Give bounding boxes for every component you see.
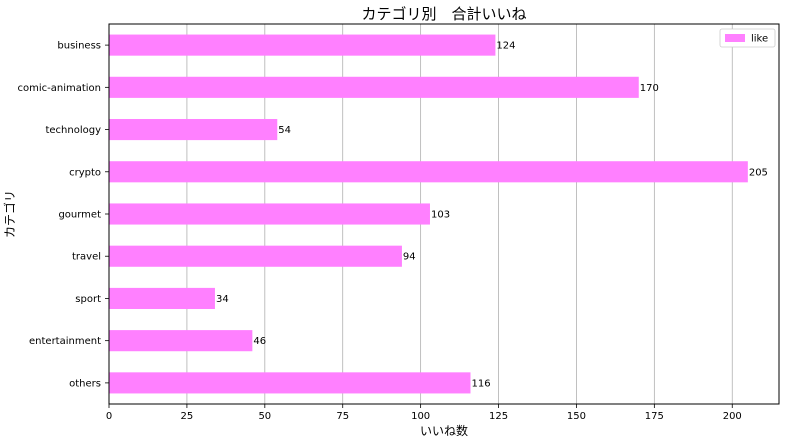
x-tick-label: 25 <box>181 411 194 422</box>
bar-value-label: 54 <box>278 125 291 136</box>
bar-value-label: 124 <box>496 41 515 52</box>
bars: 124 170 54 205 103 94 34 46 116 <box>109 34 768 394</box>
x-axis: 0 25 50 75 100 125 150 175 200 <box>106 404 742 422</box>
y-tick-label: business <box>57 41 101 52</box>
y-tick-label: sport <box>75 294 101 305</box>
x-tick-label: 125 <box>489 411 508 422</box>
y-tick-label: entertainment <box>29 336 101 347</box>
x-tick-label: 150 <box>567 411 586 422</box>
bar-value-label: 34 <box>216 294 229 305</box>
bar-value-label: 103 <box>431 210 450 221</box>
y-tick-label: technology <box>45 125 101 136</box>
x-tick-label: 200 <box>723 411 742 422</box>
y-tick-label: others <box>69 378 101 389</box>
bar <box>109 119 278 141</box>
y-tick-label: travel <box>72 252 101 263</box>
bar <box>109 372 471 394</box>
chart-title: カテゴリ別 合計いいね <box>361 5 526 23</box>
y-tick-label: comic-animation <box>17 83 101 94</box>
bar <box>109 76 639 98</box>
bar-value-label: 205 <box>749 167 768 178</box>
y-axis-title: カテゴリ <box>2 190 17 238</box>
bar <box>109 161 748 183</box>
legend-box <box>719 28 776 48</box>
y-tick-label: gourmet <box>58 210 101 221</box>
bar <box>109 34 496 56</box>
legend-label: like <box>751 34 768 45</box>
y-axis: business comic-animation technology crypto g… <box>17 41 109 389</box>
x-tick-label: 50 <box>258 411 271 422</box>
bar <box>109 330 253 352</box>
bar <box>109 287 215 309</box>
legend-swatch <box>725 34 745 42</box>
plot-frame <box>108 23 780 405</box>
bar-value-label: 170 <box>640 83 659 94</box>
x-tick-label: 175 <box>645 411 664 422</box>
x-tick-label: 75 <box>336 411 349 422</box>
bar-value-label: 46 <box>253 336 266 347</box>
bar <box>109 245 402 267</box>
bar-value-label: 94 <box>403 252 416 263</box>
legend: like <box>719 28 776 48</box>
x-tick-label: 0 <box>106 411 112 422</box>
x-tick-label: 100 <box>411 411 430 422</box>
bar-value-label: 116 <box>471 378 490 389</box>
x-axis-title: いいね数 <box>420 423 468 438</box>
bar <box>109 203 430 225</box>
y-tick-label: crypto <box>69 167 101 178</box>
